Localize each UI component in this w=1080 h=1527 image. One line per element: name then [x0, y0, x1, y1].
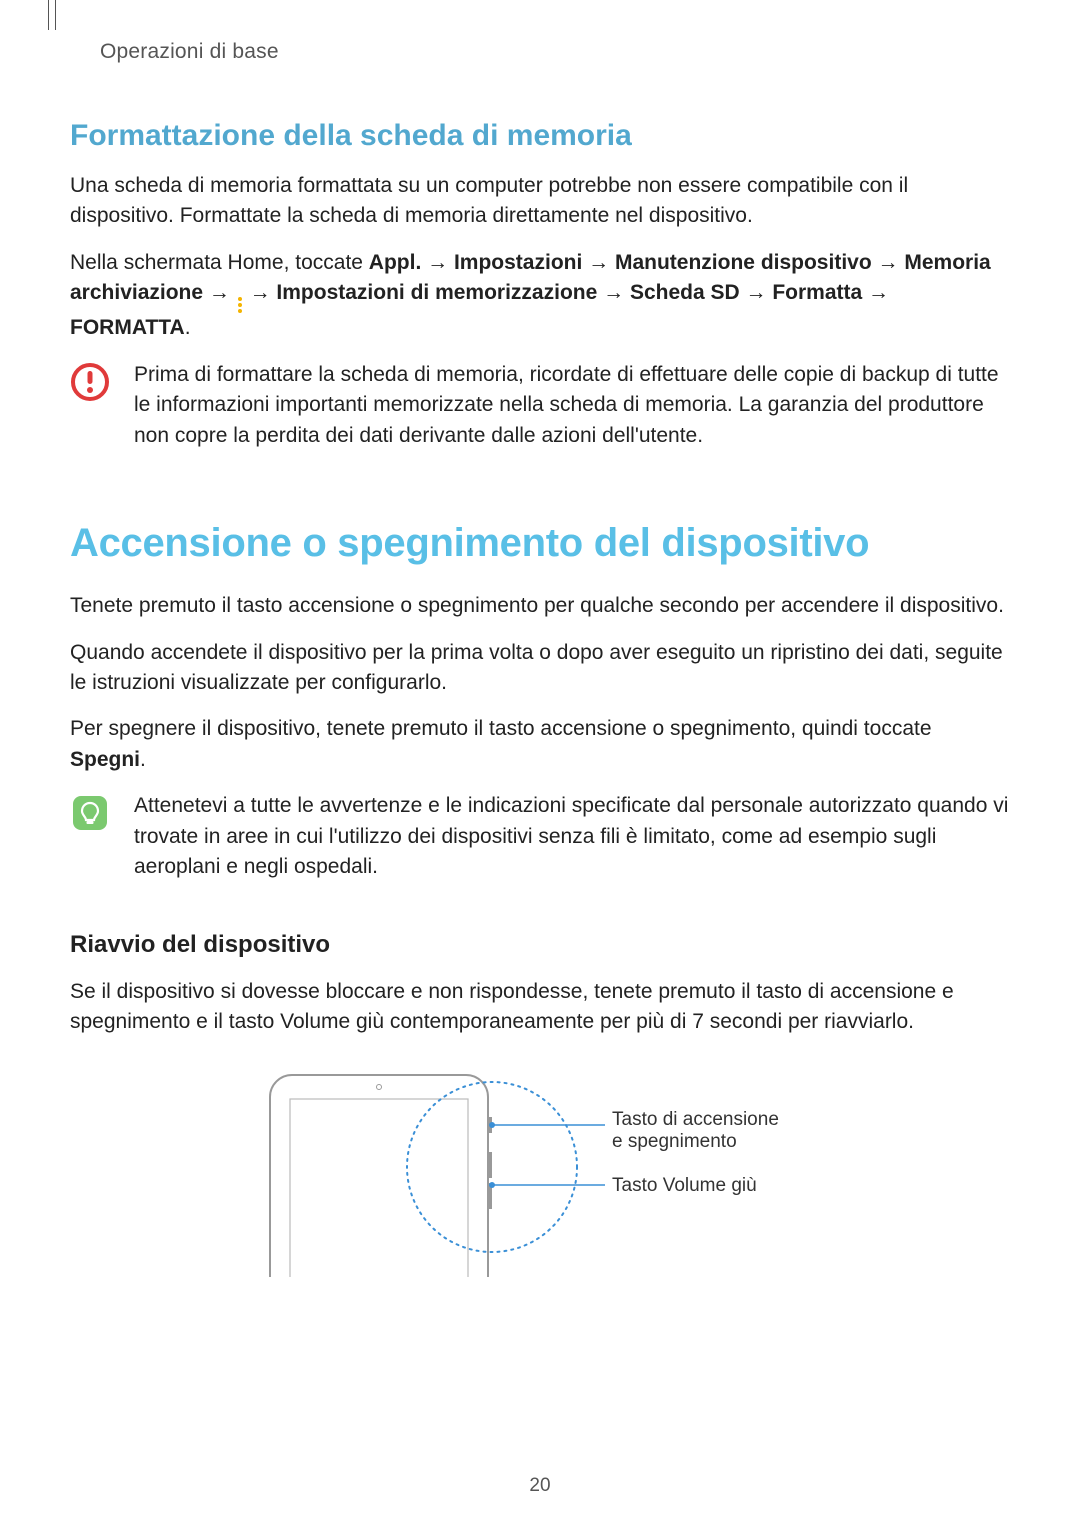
- section-title-format: Formattazione della scheda di memoria: [70, 119, 1010, 153]
- svg-text:Tasto di accensione: Tasto di accensione: [612, 1109, 779, 1130]
- power-p3: Per spegnere il dispositivo, tenete prem…: [70, 714, 1010, 775]
- restart-p1: Se il dispositivo si dovesse bloccare e …: [70, 977, 1010, 1038]
- section-title-power: Accensione o spegnimento del dispositivo: [70, 521, 1010, 566]
- section-title-restart: Riavvio del dispositivo: [70, 931, 1010, 959]
- note-callout: Attenetevi a tutte le avvertenze e le in…: [70, 791, 1010, 882]
- svg-text:e spegnimento: e spegnimento: [612, 1131, 737, 1152]
- warning-callout: Prima di formattare la scheda di memoria…: [70, 360, 1010, 451]
- note-text: Attenetevi a tutte le avvertenze e le in…: [134, 791, 1010, 882]
- warning-icon: [70, 362, 110, 402]
- device-diagram: Tasto di accensione e spegnimento Tasto …: [70, 1067, 1010, 1277]
- page-tab-mark: [48, 0, 56, 30]
- format-p1: Una scheda di memoria formattata su un c…: [70, 171, 1010, 232]
- more-icon: [236, 297, 244, 313]
- breadcrumb: Operazioni di base: [100, 40, 1010, 64]
- warning-text: Prima di formattare la scheda di memoria…: [134, 360, 1010, 451]
- page-number: 20: [0, 1475, 1080, 1497]
- format-p2: Nella schermata Home, toccate Appl. → Im…: [70, 248, 1010, 344]
- power-p2: Quando accendete il dispositivo per la p…: [70, 638, 1010, 699]
- power-p1: Tenete premuto il tasto accensione o spe…: [70, 591, 1010, 621]
- note-icon: [70, 793, 110, 833]
- svg-text:Tasto Volume giù: Tasto Volume giù: [612, 1175, 757, 1196]
